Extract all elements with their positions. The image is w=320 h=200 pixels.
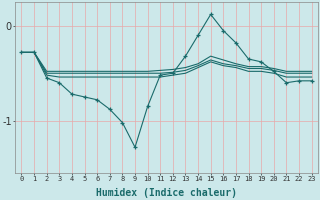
X-axis label: Humidex (Indice chaleur): Humidex (Indice chaleur) (96, 188, 237, 198)
